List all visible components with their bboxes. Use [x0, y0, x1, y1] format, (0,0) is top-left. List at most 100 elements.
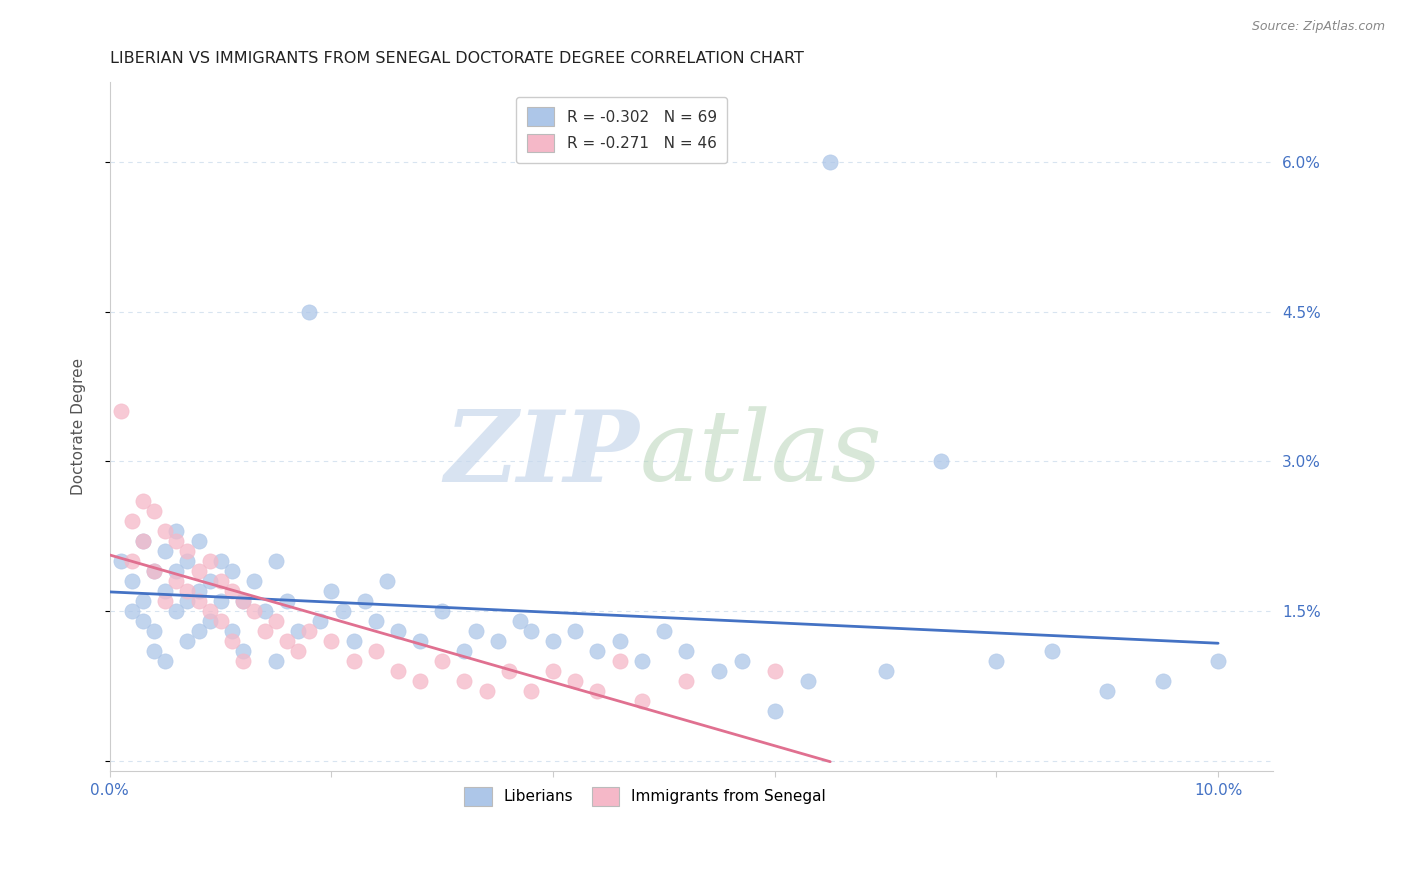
Point: [121, 574, 143, 588]
Point: [321, 584, 343, 599]
Text: LIBERIAN VS IMMIGRANTS FROM SENEGAL DOCTORATE DEGREE CORRELATION CHART: LIBERIAN VS IMMIGRANTS FROM SENEGAL DOCT…: [110, 51, 804, 66]
Point: [155, 544, 177, 558]
Point: [1097, 683, 1119, 698]
Point: [155, 594, 177, 608]
Point: [475, 683, 498, 698]
Point: [155, 524, 177, 539]
Point: [143, 564, 166, 578]
Point: [253, 624, 276, 638]
Point: [818, 155, 841, 169]
Point: [730, 654, 752, 668]
Point: [176, 584, 198, 599]
Point: [509, 614, 531, 628]
Point: [110, 404, 132, 418]
Point: [675, 644, 697, 658]
Point: [209, 594, 232, 608]
Point: [187, 534, 209, 549]
Point: [541, 664, 564, 678]
Point: [609, 634, 631, 648]
Point: [298, 624, 321, 638]
Point: [375, 574, 398, 588]
Point: [520, 683, 543, 698]
Y-axis label: Doctorate Degree: Doctorate Degree: [72, 358, 86, 495]
Point: [797, 673, 820, 688]
Point: [541, 634, 564, 648]
Point: [453, 673, 475, 688]
Point: [253, 604, 276, 618]
Point: [221, 634, 243, 648]
Point: [287, 624, 309, 638]
Point: [1152, 673, 1174, 688]
Point: [132, 534, 155, 549]
Point: [586, 644, 609, 658]
Point: [198, 604, 221, 618]
Point: [309, 614, 332, 628]
Point: [165, 524, 187, 539]
Point: [110, 554, 132, 568]
Point: [652, 624, 675, 638]
Point: [209, 574, 232, 588]
Point: [132, 594, 155, 608]
Point: [232, 654, 254, 668]
Point: [498, 664, 520, 678]
Point: [165, 574, 187, 588]
Legend: Liberians, Immigrants from Senegal: Liberians, Immigrants from Senegal: [456, 778, 835, 814]
Point: [176, 594, 198, 608]
Point: [176, 544, 198, 558]
Point: [165, 534, 187, 549]
Point: [187, 594, 209, 608]
Point: [176, 634, 198, 648]
Point: [232, 594, 254, 608]
Point: [132, 494, 155, 508]
Point: [409, 634, 432, 648]
Point: [243, 574, 266, 588]
Point: [298, 304, 321, 318]
Point: [198, 574, 221, 588]
Point: [143, 504, 166, 518]
Point: [221, 564, 243, 578]
Point: [453, 644, 475, 658]
Point: [155, 584, 177, 599]
Point: [675, 673, 697, 688]
Point: [630, 694, 652, 708]
Point: [187, 564, 209, 578]
Point: [1040, 644, 1063, 658]
Point: [187, 624, 209, 638]
Point: [121, 604, 143, 618]
Point: [165, 564, 187, 578]
Text: Source: ZipAtlas.com: Source: ZipAtlas.com: [1251, 20, 1385, 33]
Point: [564, 624, 586, 638]
Point: [143, 624, 166, 638]
Point: [763, 704, 786, 718]
Point: [875, 664, 897, 678]
Point: [243, 604, 266, 618]
Point: [143, 644, 166, 658]
Point: [464, 624, 486, 638]
Point: [264, 654, 287, 668]
Point: [232, 594, 254, 608]
Point: [564, 673, 586, 688]
Point: [264, 614, 287, 628]
Point: [387, 624, 409, 638]
Point: [432, 654, 454, 668]
Point: [763, 664, 786, 678]
Point: [276, 634, 298, 648]
Point: [486, 634, 509, 648]
Point: [986, 654, 1008, 668]
Point: [343, 634, 366, 648]
Point: [353, 594, 375, 608]
Point: [264, 554, 287, 568]
Text: atlas: atlas: [640, 406, 882, 501]
Point: [364, 614, 387, 628]
Point: [232, 644, 254, 658]
Point: [332, 604, 354, 618]
Point: [609, 654, 631, 668]
Point: [209, 554, 232, 568]
Point: [432, 604, 454, 618]
Point: [929, 454, 952, 468]
Point: [520, 624, 543, 638]
Point: [276, 594, 298, 608]
Point: [364, 644, 387, 658]
Point: [132, 534, 155, 549]
Point: [187, 584, 209, 599]
